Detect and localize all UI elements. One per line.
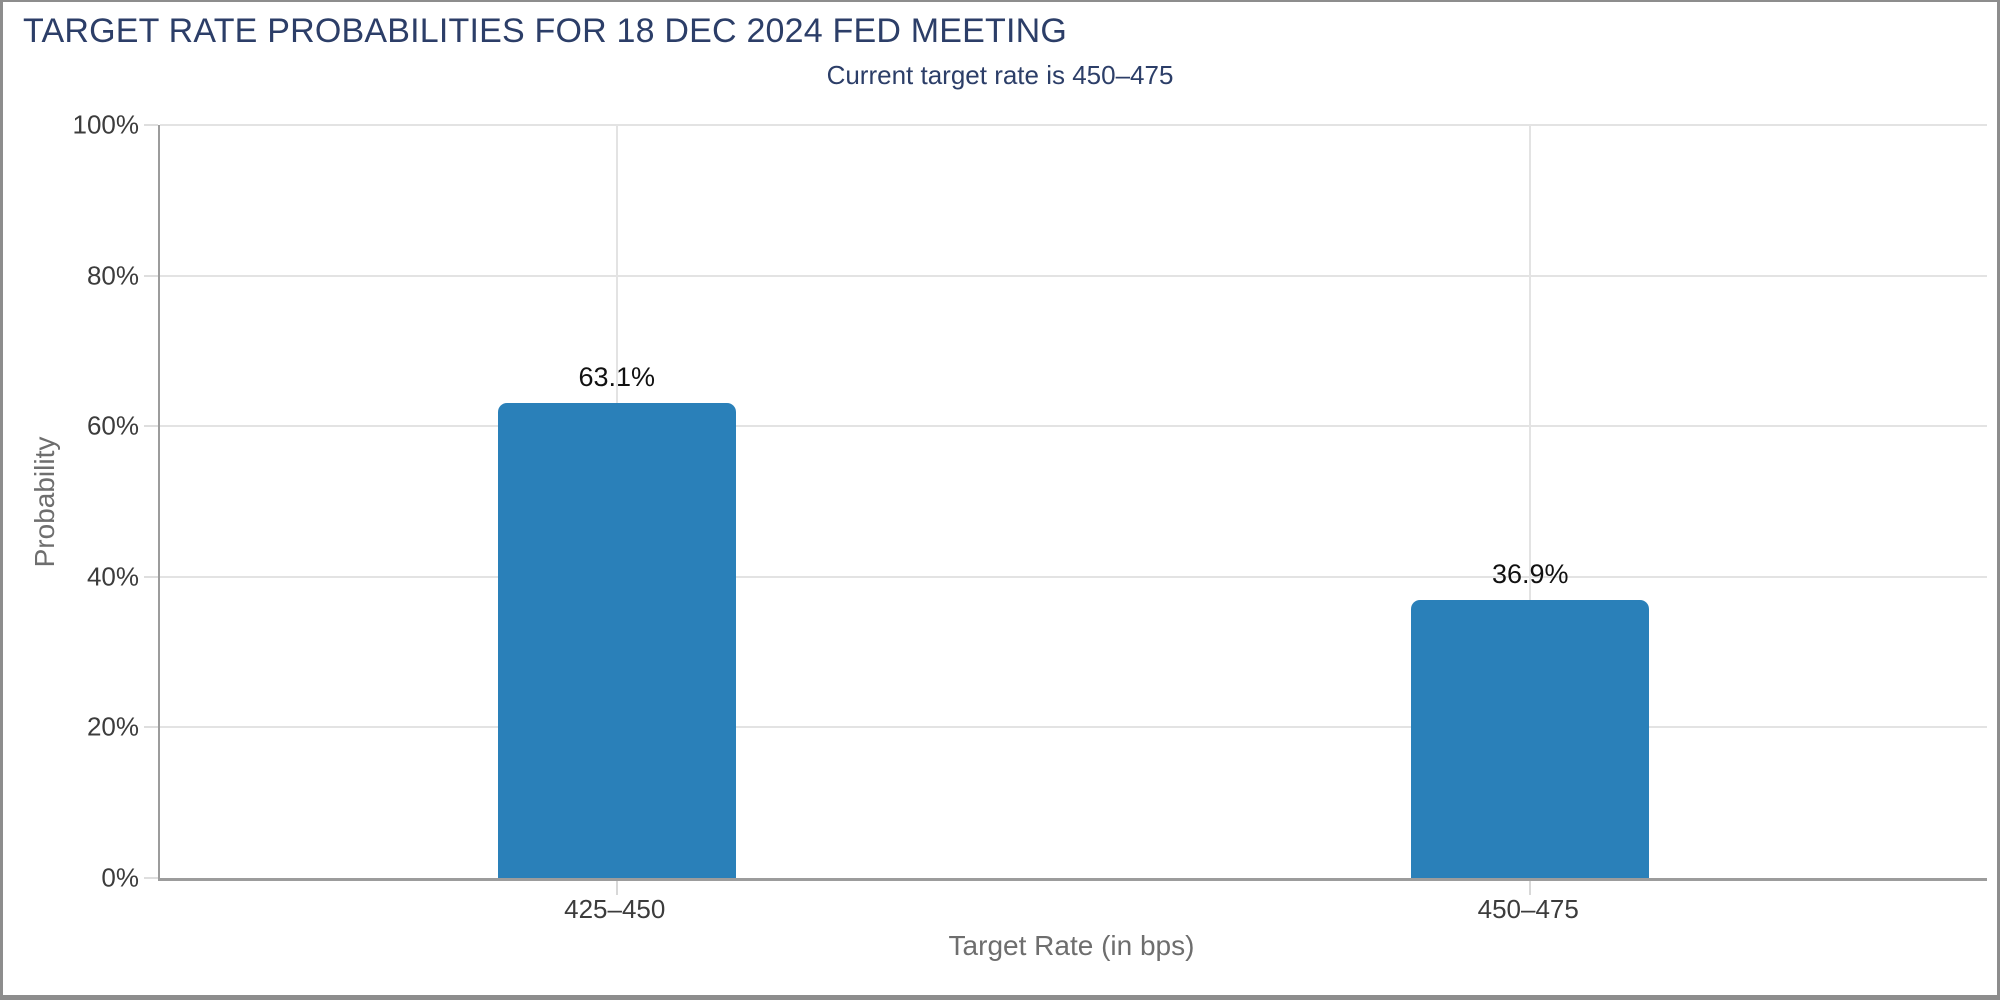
y-tick-mark: [144, 575, 158, 578]
horizontal-gridline: [160, 575, 1987, 578]
horizontal-gridline: [160, 124, 1987, 126]
vertical-gridline: [1529, 125, 1532, 878]
y-tick-mark: [144, 274, 158, 277]
y-tick-label: 20%: [86, 711, 139, 742]
bar-value-label: 36.9%: [1491, 559, 1569, 590]
y-tick-label: 100%: [72, 109, 140, 140]
y-axis-title: Probability: [29, 436, 60, 568]
x-tick-label: 425–450: [564, 894, 666, 924]
bar: [497, 402, 736, 878]
chart-subtitle: Current target rate is 450–475: [826, 60, 1174, 90]
plot-area: 63.1% 36.9%: [158, 124, 1987, 895]
y-tick-label: 60%: [86, 410, 139, 441]
x-tick-mark: [1529, 881, 1532, 895]
horizontal-gridline: [160, 726, 1987, 729]
x-axis-title: Target Rate (in bps): [948, 930, 1195, 961]
y-tick-mark: [144, 877, 158, 879]
x-tick-mark: [615, 881, 618, 895]
y-tick-mark: [144, 425, 158, 428]
y-tick-label: 0%: [101, 862, 139, 893]
bar-value-label: 63.1%: [578, 361, 656, 392]
y-tick-mark: [144, 726, 158, 729]
bar: [1411, 600, 1650, 878]
chart-title: TARGET RATE PROBABILITIES FOR 18 DEC 202…: [23, 12, 1068, 50]
x-tick-label: 450–475: [1477, 894, 1579, 924]
y-tick-label: 40%: [86, 561, 139, 592]
y-tick-mark: [144, 124, 158, 126]
horizontal-gridline: [160, 274, 1987, 277]
y-tick-label: 80%: [86, 260, 139, 291]
horizontal-gridline: [160, 425, 1987, 428]
